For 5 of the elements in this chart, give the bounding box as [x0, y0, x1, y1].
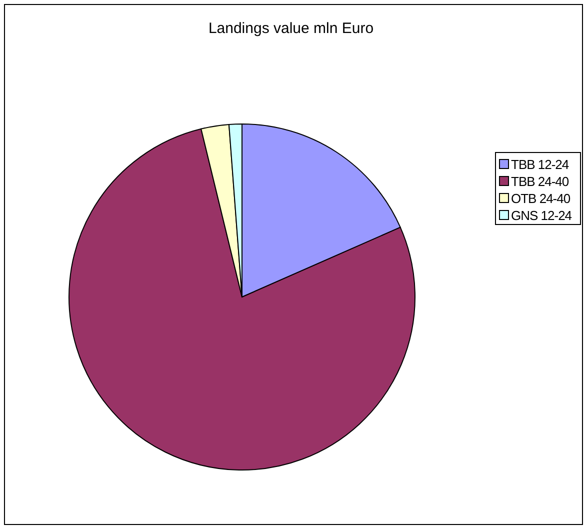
legend-label: GNS 12-24: [511, 208, 572, 223]
legend-label: TBB 24-40: [511, 174, 569, 189]
legend-label: TBB 12-24: [511, 157, 569, 172]
chart-title: Landings value mln Euro: [208, 20, 374, 37]
legend-label: OTB 24-40: [511, 191, 570, 206]
